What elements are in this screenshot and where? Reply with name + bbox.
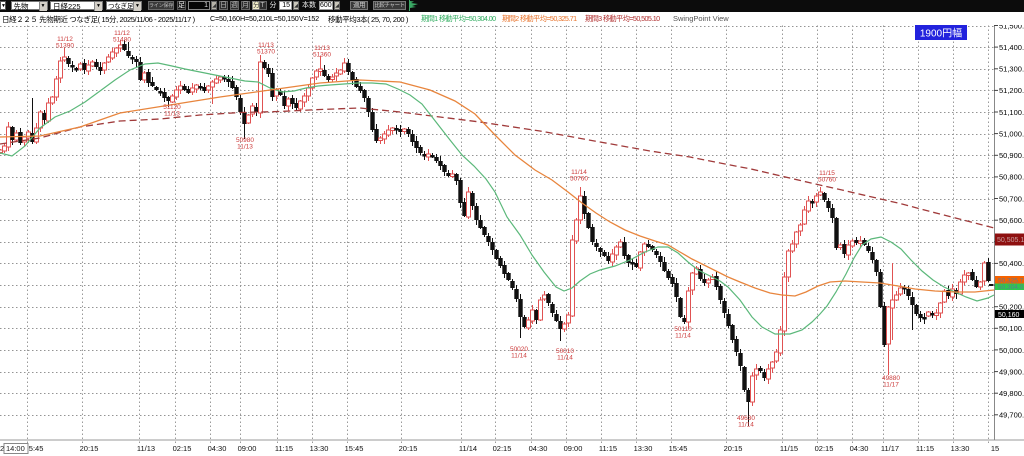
svg-text:51,500.0: 51,500.0 [999, 21, 1024, 30]
svg-text:51,100.0: 51,100.0 [999, 108, 1024, 117]
svg-text:04:30: 04:30 [208, 444, 227, 453]
svg-text:11/14: 11/14 [738, 422, 754, 429]
svg-text:50980: 50980 [236, 137, 254, 144]
svg-text:50760: 50760 [570, 176, 588, 183]
svg-text:11/15: 11/15 [819, 170, 835, 177]
svg-text:50,200.0: 50,200.0 [999, 303, 1024, 312]
svg-text:49,800.0: 49,800.0 [999, 389, 1024, 398]
svg-text:50,900.0: 50,900.0 [999, 151, 1024, 160]
svg-text:11/17: 11/17 [883, 382, 899, 389]
svg-text:50,304.0: 50,304.0 [998, 284, 1024, 291]
svg-text:11/14: 11/14 [459, 444, 477, 453]
svg-text:50,400.0: 50,400.0 [999, 259, 1024, 268]
svg-text:04:30: 04:30 [850, 444, 869, 453]
svg-text:11:15: 11:15 [599, 444, 617, 453]
svg-text:50010: 50010 [556, 348, 574, 355]
svg-text:51360: 51360 [313, 52, 331, 59]
svg-text:02:15: 02:15 [815, 444, 834, 453]
svg-text:50,100.0: 50,100.0 [999, 324, 1024, 333]
svg-text:11/12: 11/12 [57, 36, 73, 43]
svg-text:11/13: 11/13 [237, 144, 253, 151]
svg-text:09:00: 09:00 [564, 444, 583, 453]
svg-text:15: 15 [991, 444, 999, 453]
svg-text:49880: 49880 [882, 375, 900, 382]
svg-text:49,700.0: 49,700.0 [999, 411, 1024, 420]
svg-text:04:30: 04:30 [529, 444, 548, 453]
svg-text:2: 2 [0, 444, 4, 453]
svg-text:51,200.0: 51,200.0 [999, 86, 1024, 95]
svg-text:49630: 49630 [737, 415, 755, 422]
svg-text:11/13: 11/13 [164, 111, 180, 118]
svg-text:11/13: 11/13 [258, 42, 274, 49]
svg-text:20:15: 20:15 [80, 444, 99, 453]
svg-text:50,600.0: 50,600.0 [999, 216, 1024, 225]
svg-text:13:30: 13:30 [310, 444, 329, 453]
svg-text:11/14: 11/14 [571, 169, 587, 176]
svg-text:50,000.0: 50,000.0 [999, 346, 1024, 355]
svg-text:1900円幅: 1900円幅 [920, 27, 962, 40]
svg-text:49,900.0: 49,900.0 [999, 367, 1024, 376]
svg-text:51390: 51390 [56, 43, 74, 50]
svg-text:51,400.0: 51,400.0 [999, 43, 1024, 52]
svg-text:11/14: 11/14 [557, 355, 573, 362]
svg-text:20:15: 20:15 [724, 444, 743, 453]
svg-text:11:15: 11:15 [916, 444, 934, 453]
svg-text:02:15: 02:15 [493, 444, 512, 453]
svg-text:09:00: 09:00 [238, 444, 257, 453]
svg-text:50110: 50110 [674, 326, 692, 333]
svg-text:13:30: 13:30 [634, 444, 653, 453]
svg-text:20:15: 20:15 [399, 444, 418, 453]
svg-text:11/13: 11/13 [137, 444, 155, 453]
svg-text:50760: 50760 [818, 177, 836, 184]
svg-text:51480: 51480 [113, 37, 131, 44]
svg-text:51370: 51370 [257, 49, 275, 56]
svg-text:50,160: 50,160 [998, 312, 1020, 319]
svg-text:11/12: 11/12 [114, 30, 130, 37]
svg-text:11/14: 11/14 [511, 353, 527, 360]
svg-text:02:15: 02:15 [173, 444, 192, 453]
svg-text:11/13: 11/13 [314, 45, 330, 52]
svg-text:51,000.0: 51,000.0 [999, 129, 1024, 138]
svg-text:50,325.7: 50,325.7 [998, 278, 1024, 285]
svg-text:50,505.1: 50,505.1 [997, 237, 1024, 244]
svg-text:15:45: 15:45 [669, 444, 688, 453]
svg-text:50020: 50020 [510, 346, 528, 353]
svg-text:11/14: 11/14 [675, 333, 691, 340]
svg-text:11/17: 11/17 [881, 444, 899, 453]
svg-text:14:00: 14:00 [6, 444, 25, 453]
svg-text:11/15: 11/15 [780, 444, 798, 453]
svg-text:50,800.0: 50,800.0 [999, 173, 1024, 182]
svg-text:15:45: 15:45 [345, 444, 364, 453]
svg-text:51,300.0: 51,300.0 [999, 65, 1024, 74]
svg-text:13:30: 13:30 [951, 444, 970, 453]
svg-text:11:15: 11:15 [275, 444, 293, 453]
svg-text:51120: 51120 [163, 104, 181, 111]
svg-text:15:45: 15:45 [25, 444, 44, 453]
svg-text:50,700.0: 50,700.0 [999, 194, 1024, 203]
